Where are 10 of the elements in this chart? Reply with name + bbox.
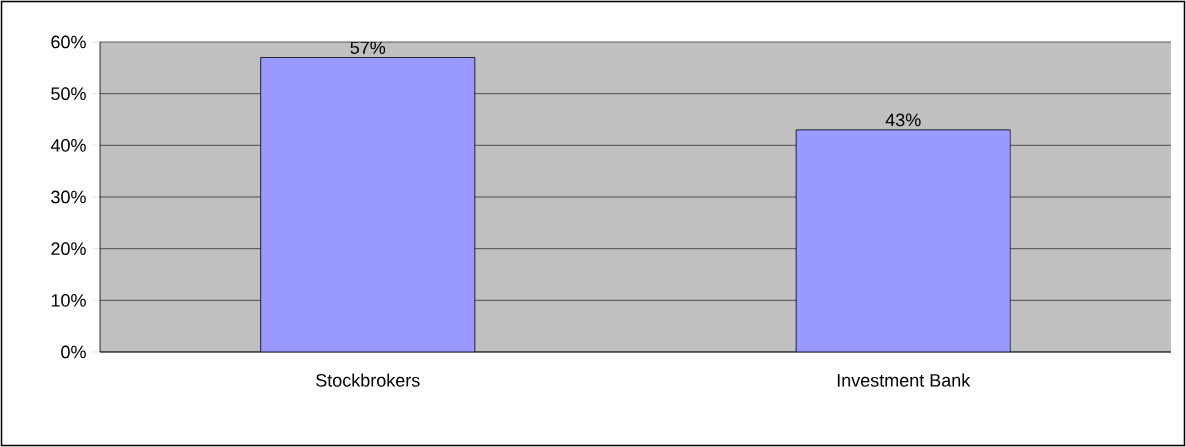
y-tick-label: 40% — [50, 138, 86, 152]
x-tick-label: Stockbrokers — [316, 373, 420, 387]
y-tick-label: 50% — [51, 87, 86, 101]
x-tick-label: Investment Bank — [837, 373, 971, 387]
y-tick-label: 20% — [51, 242, 86, 256]
y-tick-label: 0% — [61, 345, 86, 359]
y-tick-label: 60% — [51, 35, 86, 49]
y-tick-label: 10% — [51, 293, 86, 307]
y-tick-label: 30% — [51, 190, 86, 204]
data-label: 43% — [885, 113, 921, 127]
